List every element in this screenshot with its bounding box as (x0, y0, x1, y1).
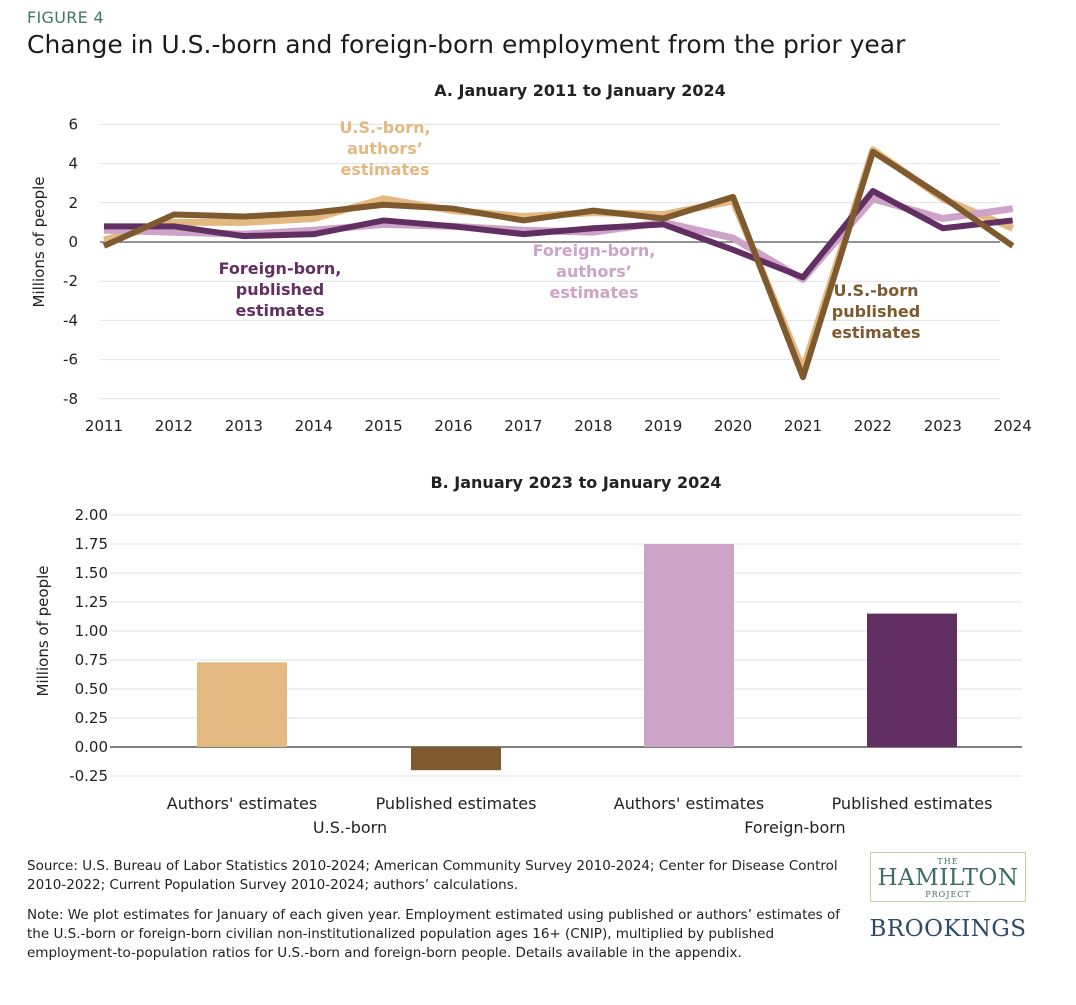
x-tick-label: 2017 (504, 417, 542, 435)
group-label: U.S.-born (313, 818, 387, 837)
category-label: Authors' estimates (614, 794, 764, 813)
source-text: Source: U.S. Bureau of Labor Statistics … (27, 858, 838, 893)
bar-chart: B. January 2023 to January 2024 Millions … (34, 473, 1022, 837)
annotation-fb-authors: authors’ (556, 262, 632, 281)
chart-title: B. January 2023 to January 2024 (430, 473, 721, 492)
x-tick-label: 2023 (924, 417, 962, 435)
y-tick-label: -8 (63, 390, 78, 408)
series-line-3 (102, 148, 1015, 381)
figure-label: FIGURE 4 (27, 8, 104, 27)
y-tick-label: 0.25 (75, 709, 108, 727)
x-tick-label: 2024 (994, 417, 1032, 435)
annotation-fb-published: estimates (236, 301, 325, 320)
bar (867, 613, 957, 747)
y-tick-label: 0 (68, 233, 78, 251)
logo: THE HAMILTON PROJECT BROOKINGS (858, 852, 1038, 942)
category-label: Published estimates (376, 794, 537, 813)
y-tick-label: 2.00 (75, 506, 108, 524)
y-tick-label: 0.50 (75, 680, 108, 698)
group-label: Foreign-born (744, 818, 845, 837)
x-tick-label: 2019 (644, 417, 682, 435)
y-tick-label: 6 (68, 115, 78, 133)
x-tick-label: 2016 (434, 417, 472, 435)
line-chart: A. January 2011 to January 2024 Millions … (30, 81, 1032, 435)
y-tick-label: 0.75 (75, 651, 108, 669)
y-tick-label: -0.25 (69, 767, 108, 785)
annotation-us-published: U.S.-born (833, 281, 918, 300)
annotation-us-published: estimates (832, 323, 921, 342)
hamilton-project-logo: THE HAMILTON PROJECT (870, 852, 1026, 902)
logo-the: THE (937, 857, 959, 866)
annotation-us-authors: U.S.-born, (339, 118, 430, 137)
annotation-fb-published: published (236, 280, 324, 299)
y-axis-label: Millions of people (30, 177, 48, 308)
x-tick-label: 2015 (365, 417, 403, 435)
y-tick-label: 0.00 (75, 738, 108, 756)
x-tick-label: 2014 (295, 417, 333, 435)
chart-title: A. January 2011 to January 2024 (434, 81, 726, 100)
annotation-fb-authors: estimates (550, 283, 639, 302)
y-tick-label: 4 (68, 155, 78, 173)
y-tick-label: -2 (63, 272, 78, 290)
x-tick-label: 2012 (155, 417, 193, 435)
category-label: Authors' estimates (167, 794, 317, 813)
category-label: Published estimates (832, 794, 993, 813)
y-tick-label: 1.25 (75, 593, 108, 611)
annotation-fb-authors: Foreign-born, (533, 241, 656, 260)
brookings-logo: BROOKINGS (869, 916, 1027, 942)
logo-project: PROJECT (925, 890, 971, 899)
x-tick-label: 2013 (225, 417, 263, 435)
logo-hamilton: HAMILTON (877, 865, 1019, 891)
y-axis-label: Millions of people (34, 566, 52, 697)
x-tick-label: 2011 (85, 417, 123, 435)
x-tick-label: 2020 (714, 417, 752, 435)
y-tick-label: 1.75 (75, 535, 108, 553)
annotation-us-published: published (832, 302, 920, 321)
x-tick-label: 2021 (784, 417, 822, 435)
figure-title: Change in U.S.-born and foreign-born emp… (27, 30, 906, 59)
bar (644, 544, 734, 747)
bar (411, 747, 501, 771)
y-tick-label: -6 (63, 351, 78, 369)
note-text: Note: We plot estimates for January of e… (27, 907, 841, 961)
annotation-us-authors: authors’ (347, 139, 423, 158)
y-tick-label: 1.00 (75, 622, 108, 640)
y-tick-label: -4 (63, 311, 78, 329)
bar (197, 662, 287, 747)
y-tick-label: 2 (68, 194, 78, 212)
annotation-fb-published: Foreign-born, (219, 259, 342, 278)
x-tick-label: 2018 (574, 417, 612, 435)
annotation-us-authors: estimates (341, 160, 430, 179)
x-tick-label: 2022 (854, 417, 892, 435)
y-tick-label: 1.50 (75, 564, 108, 582)
series-line-2 (104, 188, 1014, 281)
